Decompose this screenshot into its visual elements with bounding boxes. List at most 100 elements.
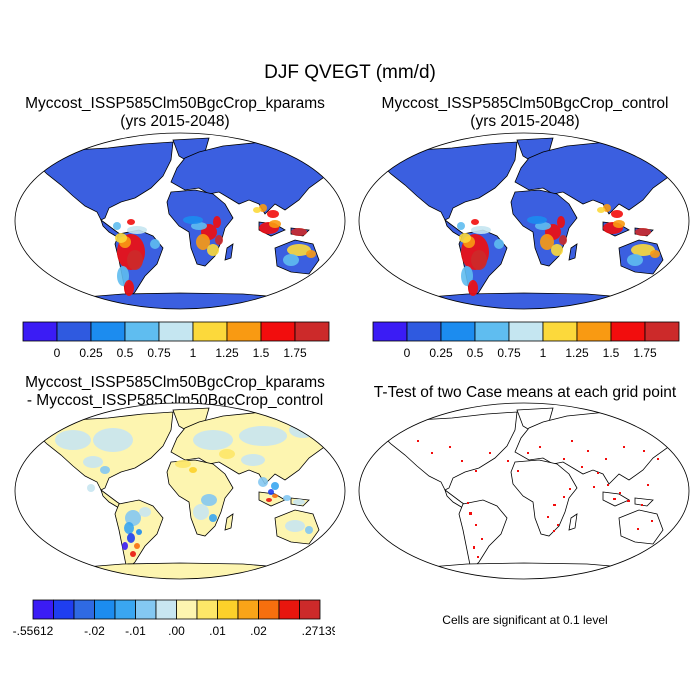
colorbar-kparams-swatch-4 xyxy=(158,321,194,342)
map-ttest-significant-cell-27 xyxy=(517,470,519,472)
map-kparams-value-region-13 xyxy=(213,216,221,228)
map-difference-diff-region-2 xyxy=(83,456,103,468)
colorbar-difference-swatch-5 xyxy=(135,599,157,620)
map-difference-diff-region-23 xyxy=(130,551,136,557)
colorbar-kparams: 0 0.25 0.5 0.75 1 1.25 1.5 1.75 xyxy=(22,321,330,360)
colorbar-difference-swatch-6 xyxy=(155,599,177,620)
colorbar-difference-swatch-12 xyxy=(278,599,300,620)
map-ttest-significant-cell-33 xyxy=(651,520,653,522)
colorbar-difference-tick-label-1: -.02 xyxy=(84,624,105,638)
map-ttest-significant-cell-19 xyxy=(587,450,589,452)
panel-4-title: T-Test of two Case means at each grid po… xyxy=(350,384,700,402)
map-difference-new-zealand xyxy=(326,545,338,559)
colorbar-kparams-swatch-0 xyxy=(22,321,58,342)
map-difference-diff-region-21 xyxy=(122,542,128,550)
map-kparams-value-region-4 xyxy=(127,226,147,234)
map-ttest-significant-cell-22 xyxy=(643,450,645,452)
map-kparams-new-zealand xyxy=(326,275,338,289)
figure-title: DJF QVEGT (mm/d) xyxy=(264,62,436,83)
colorbar-kparams-swatch-7 xyxy=(260,321,296,342)
map-difference-diff-region-4 xyxy=(193,430,233,450)
colorbar-control-tick-label-5: 1.25 xyxy=(565,346,589,360)
colorbar-control-swatch-6 xyxy=(576,321,612,342)
map-ttest-significant-cell-39 xyxy=(647,484,649,486)
map-kparams-antarctica xyxy=(46,292,314,309)
colorbar-difference-swatch-1 xyxy=(53,599,75,620)
map-control-value-region-11 xyxy=(535,222,551,230)
map-difference-diff-region-25 xyxy=(139,507,151,517)
map-ttest-significant-cell-7 xyxy=(547,516,549,518)
map-ttest-significant-cell-36 xyxy=(507,460,509,462)
map-ttest-significant-cell-13 xyxy=(627,500,630,502)
map-ttest-significant-cell-2 xyxy=(473,546,475,549)
map-kparams-value-region-20 xyxy=(253,207,261,213)
map-difference-diff-region-27 xyxy=(305,526,313,534)
map-ttest-significant-cell-15 xyxy=(641,504,643,506)
map-control-eurasia xyxy=(514,141,680,215)
colorbar-difference-swatch-10 xyxy=(237,599,259,620)
map-difference-diff-region-30 xyxy=(219,449,235,459)
map-control-value-region-13 xyxy=(557,216,565,228)
colorbar-difference-swatch-4 xyxy=(114,599,136,620)
panel-1-title-line1: Myccost_ISSP585Clm50BgcCrop_kparams xyxy=(25,95,325,112)
map-ttest-significant-cell-25 xyxy=(597,472,599,474)
map-ttest-significant-cell-16 xyxy=(527,452,529,454)
colorbar-difference-tick-label-5: .02 xyxy=(250,624,267,638)
map-difference-diff-region-19 xyxy=(124,522,134,534)
colorbar-difference-swatch-3 xyxy=(94,599,116,620)
colorbar-control-swatch-3 xyxy=(474,321,510,342)
colorbar-control-swatch-4 xyxy=(508,321,544,342)
map-control-antarctica xyxy=(390,292,658,309)
map-control-value-region-7 xyxy=(457,222,465,230)
map-ttest-significant-cell-28 xyxy=(417,440,419,442)
colorbar-control-tick-label-1: 0.25 xyxy=(429,346,453,360)
map-difference-diff-region-5 xyxy=(239,426,287,446)
map-difference-diff-region-12 xyxy=(266,498,272,502)
panel-2-title: Myccost_ISSP585Clm50BgcCrop_control (yrs… xyxy=(350,95,700,131)
map-difference-diff-region-6 xyxy=(289,422,317,438)
map-difference-diff-region-9 xyxy=(271,482,279,490)
colorbar-kparams-swatch-2 xyxy=(90,321,126,342)
map-ttest-significant-cell-8 xyxy=(557,524,559,526)
map-difference-diff-region-10 xyxy=(268,489,274,495)
map-ttest-south-america xyxy=(458,499,508,571)
map-difference-diff-region-8 xyxy=(258,477,268,487)
colorbar-difference-swatch-7 xyxy=(176,599,198,620)
map-kparams-land-group xyxy=(34,137,338,309)
map-ttest-australia xyxy=(618,509,664,545)
map-ttest-significant-cell-38 xyxy=(475,470,477,472)
colorbar-difference-swatch-0 xyxy=(32,599,54,620)
panel-4-title-line1: T-Test of two Case means at each grid po… xyxy=(373,384,677,401)
map-control-value-region-14 xyxy=(559,235,567,245)
map-difference-diff-region-16 xyxy=(193,504,209,520)
map-control-madagascar xyxy=(568,243,578,261)
map-ttest-significant-cell-34 xyxy=(593,486,595,488)
map-control-value-region-22 xyxy=(650,250,660,258)
map-ttest-significant-cell-32 xyxy=(637,528,639,530)
panel-3-title-line2: - Myccost_ISSP585Clm50BgcCrop_control xyxy=(26,392,324,409)
colorbar-control-tick-label-2: 0.5 xyxy=(467,346,484,360)
map-difference-diff-region-20 xyxy=(127,533,135,543)
map-kparams-value-region-24 xyxy=(127,219,135,225)
map-control-value-region-21 xyxy=(631,244,655,256)
map-control-value-region-20 xyxy=(597,207,605,213)
map-ttest-significant-cell-24 xyxy=(581,466,583,468)
map-ttest-significant-cell-11 xyxy=(613,498,616,500)
map-ttest-new-guinea xyxy=(634,497,654,507)
map-control-value-region-23 xyxy=(627,254,643,266)
map-kparams-value-region-6 xyxy=(124,280,134,296)
map-ttest-significant-cell-29 xyxy=(431,452,433,454)
map-kparams-value-region-21 xyxy=(287,244,311,256)
colorbar-kparams-swatch-8 xyxy=(294,321,330,342)
map-kparams-value-region-10 xyxy=(207,244,219,256)
map-control-value-region-1 xyxy=(471,250,487,270)
map-control-value-region-10 xyxy=(551,244,563,256)
map-difference-diff-region-1 xyxy=(93,428,133,452)
map-kparams-north-america xyxy=(34,141,174,221)
colorbar-kparams-tick-label-7: 1.75 xyxy=(283,346,307,360)
map-kparams-madagascar xyxy=(224,243,234,261)
colorbar-kparams-tick-label-2: 0.5 xyxy=(117,346,134,360)
map-control-new-zealand xyxy=(670,275,682,289)
map-control-value-region-24 xyxy=(471,219,479,225)
map-kparams xyxy=(14,132,346,310)
